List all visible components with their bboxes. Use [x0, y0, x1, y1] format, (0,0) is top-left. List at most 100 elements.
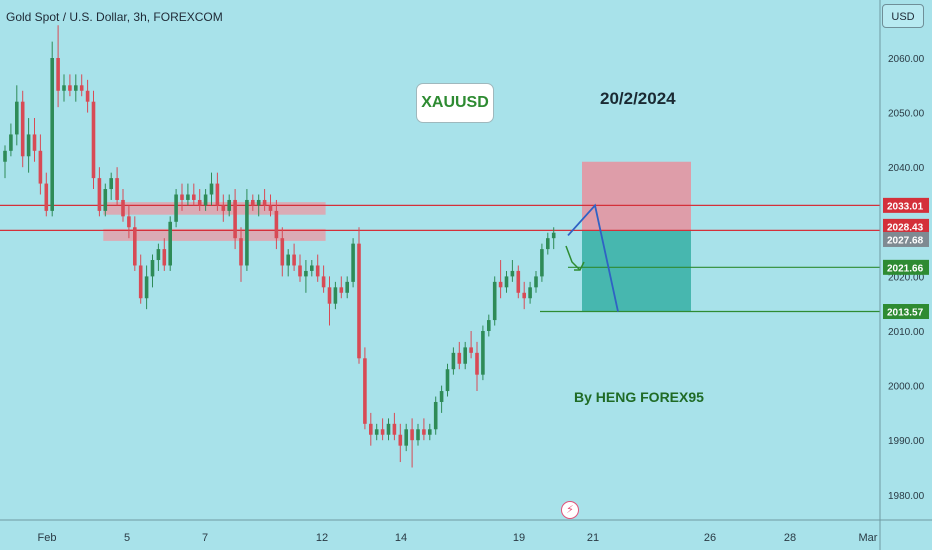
candle[interactable]: [50, 41, 54, 217]
candle[interactable]: [392, 412, 397, 441]
candle[interactable]: [215, 172, 220, 211]
candle[interactable]: [9, 123, 13, 157]
candle[interactable]: [451, 347, 456, 375]
currency-button[interactable]: USD: [882, 4, 924, 28]
candle[interactable]: [522, 281, 526, 310]
candle[interactable]: [156, 243, 161, 271]
candle[interactable]: [463, 341, 467, 370]
candle[interactable]: [298, 254, 302, 282]
candle[interactable]: [74, 74, 78, 102]
candle[interactable]: [398, 423, 403, 463]
candle[interactable]: [380, 418, 385, 441]
candle[interactable]: [79, 74, 84, 97]
author-note[interactable]: By HENG FOREX95: [574, 389, 704, 405]
candle[interactable]: [15, 85, 19, 146]
candle[interactable]: [209, 172, 214, 206]
candle[interactable]: [192, 183, 196, 206]
candle[interactable]: [121, 189, 125, 222]
candle[interactable]: [245, 189, 249, 271]
candle[interactable]: [510, 260, 515, 282]
candle[interactable]: [274, 199, 279, 250]
candle[interactable]: [315, 254, 320, 282]
economic-event-icon[interactable]: ⚡: [561, 501, 579, 519]
candle[interactable]: [239, 227, 243, 282]
candle[interactable]: [304, 260, 308, 293]
candle[interactable]: [363, 347, 367, 430]
candle[interactable]: [333, 281, 338, 310]
candle[interactable]: [357, 227, 361, 364]
take-profit-zone[interactable]: [582, 230, 691, 312]
candle[interactable]: [144, 265, 149, 310]
candle[interactable]: [351, 238, 355, 288]
candle[interactable]: [109, 172, 113, 200]
candle[interactable]: [180, 183, 184, 211]
candle[interactable]: [445, 363, 450, 397]
candle[interactable]: [251, 194, 255, 211]
candle[interactable]: [540, 243, 544, 282]
candle[interactable]: [150, 254, 155, 288]
candle[interactable]: [386, 418, 391, 441]
candle[interactable]: [280, 227, 285, 277]
forecast-path-line[interactable]: [567, 203, 619, 312]
resistance-band[interactable]: [103, 202, 326, 215]
candle[interactable]: [103, 183, 108, 217]
candle[interactable]: [286, 249, 290, 277]
candle[interactable]: [475, 341, 479, 392]
candle[interactable]: [233, 189, 237, 250]
candle[interactable]: [56, 25, 60, 108]
candle[interactable]: [369, 412, 373, 446]
candle[interactable]: [268, 194, 273, 217]
candle[interactable]: [292, 243, 296, 271]
candle[interactable]: [310, 260, 314, 277]
stop-loss-zone[interactable]: [582, 161, 691, 231]
candle[interactable]: [68, 74, 72, 97]
candle[interactable]: [3, 145, 7, 179]
candle[interactable]: [492, 276, 497, 326]
candle[interactable]: [97, 167, 102, 217]
candle[interactable]: [26, 118, 31, 173]
candle[interactable]: [422, 418, 426, 441]
candle[interactable]: [91, 90, 96, 190]
candle[interactable]: [186, 183, 190, 206]
candle[interactable]: [433, 396, 438, 435]
candle[interactable]: [416, 423, 420, 446]
candle[interactable]: [321, 265, 326, 293]
candle[interactable]: [32, 118, 37, 162]
candle[interactable]: [327, 276, 332, 326]
candle[interactable]: [339, 276, 344, 299]
candle[interactable]: [428, 423, 432, 441]
date-note[interactable]: 20/2/2024: [600, 89, 676, 108]
candle[interactable]: [85, 79, 90, 113]
candle[interactable]: [439, 385, 444, 413]
candle[interactable]: [528, 281, 532, 304]
candle[interactable]: [487, 314, 491, 337]
candle[interactable]: [410, 418, 414, 468]
candle[interactable]: [133, 216, 137, 271]
symbol-note[interactable]: XAUUSD: [416, 83, 494, 123]
candle[interactable]: [197, 189, 202, 211]
candle[interactable]: [62, 74, 66, 102]
candle[interactable]: [546, 232, 550, 255]
candle[interactable]: [498, 260, 503, 299]
candle[interactable]: [38, 134, 43, 195]
candle[interactable]: [469, 331, 473, 359]
candle[interactable]: [374, 423, 379, 441]
candle[interactable]: [168, 216, 172, 271]
candle[interactable]: [174, 189, 178, 228]
candle[interactable]: [504, 270, 509, 293]
candle[interactable]: [227, 194, 231, 217]
candle[interactable]: [221, 194, 226, 222]
candle[interactable]: [138, 254, 143, 304]
candle[interactable]: [115, 167, 119, 206]
candle[interactable]: [345, 276, 349, 299]
candle[interactable]: [551, 227, 556, 250]
candle[interactable]: [404, 423, 408, 452]
candle[interactable]: [262, 189, 267, 211]
candle[interactable]: [162, 238, 167, 271]
candle[interactable]: [481, 325, 485, 381]
candle[interactable]: [20, 90, 25, 168]
candle[interactable]: [534, 270, 538, 293]
resistance-band[interactable]: [103, 228, 326, 241]
candle[interactable]: [127, 205, 131, 239]
